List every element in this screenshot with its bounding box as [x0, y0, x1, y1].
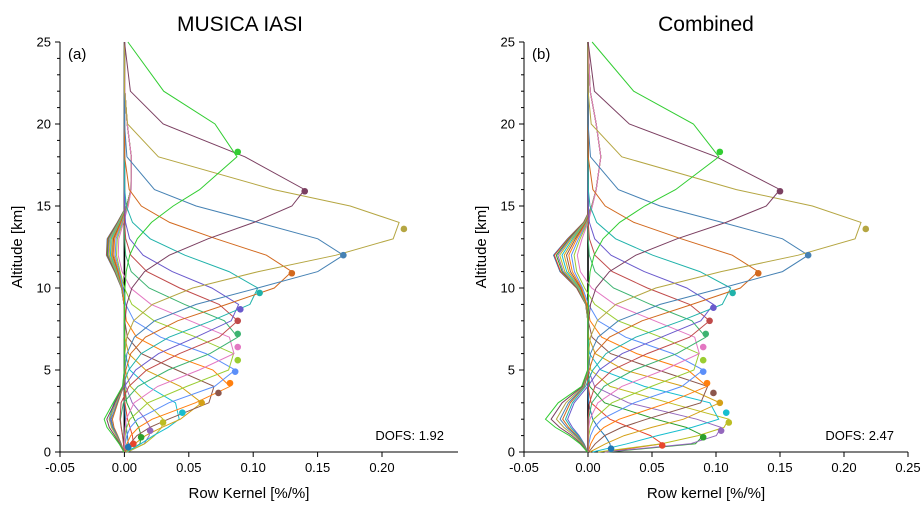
x-tick-label: 0.20	[369, 460, 394, 475]
x-tick-label: 0.00	[575, 460, 600, 475]
peak-marker	[234, 148, 242, 156]
kernel-line	[559, 42, 810, 453]
peak-marker	[607, 445, 615, 453]
peak-marker	[804, 251, 812, 259]
peak-marker	[710, 389, 717, 397]
kernel-line	[564, 42, 732, 453]
peak-marker	[717, 427, 725, 434]
kernel-line	[103, 41, 238, 453]
peak-marker	[226, 379, 234, 387]
panel-label: (b)	[532, 46, 550, 63]
x-tick-label: 0.25	[895, 460, 920, 475]
peak-marker	[256, 289, 263, 297]
x-axis-label: Row Kernel [%/%]	[189, 485, 310, 502]
kernel-line	[544, 41, 720, 453]
peak-marker	[237, 306, 244, 313]
peak-marker	[130, 440, 137, 448]
peak-marker	[716, 148, 724, 156]
kernel-line	[110, 42, 345, 453]
x-tick-label: 0.00	[112, 460, 137, 475]
kernel-line	[587, 42, 707, 452]
x-tick-label: 0.10	[703, 460, 728, 475]
peak-marker	[729, 289, 736, 297]
panel-musica-iasi: MUSICA IASI -0.05 0.00 0.05 0.10 0.15 0.20 0 5 1…	[9, 13, 458, 502]
peak-marker	[179, 409, 186, 416]
x-tick-label: 0.20	[831, 460, 856, 475]
kernel-line	[559, 41, 730, 453]
x-tick-label: -0.05	[509, 460, 539, 475]
y-tick-label: 10	[501, 281, 515, 296]
x-tick-label: 0.05	[176, 460, 201, 475]
x-tick-label: -0.05	[45, 460, 75, 475]
peak-marker	[146, 427, 154, 434]
kernel-line	[106, 41, 306, 453]
x-tick-label: 0.05	[639, 460, 664, 475]
peak-marker	[234, 317, 242, 325]
kernel-line	[111, 42, 293, 453]
peak-marker	[710, 304, 717, 311]
y-tick-label: 25	[37, 35, 51, 50]
y-tick-label: 15	[37, 199, 51, 214]
y-tick-label: 20	[37, 117, 51, 132]
peak-marker	[862, 225, 870, 233]
peak-marker	[159, 419, 167, 426]
peak-marker	[234, 330, 242, 338]
kernel-line	[576, 41, 700, 453]
x-tick-label: 0.10	[241, 460, 266, 475]
kernel-line	[570, 41, 705, 453]
peak-marker	[198, 399, 205, 407]
peak-marker	[703, 379, 711, 387]
kernel-line	[587, 42, 711, 452]
y-tick-label: 0	[44, 445, 51, 460]
peak-marker	[776, 187, 784, 195]
panel-label: (a)	[68, 46, 86, 63]
y-tick-label: 20	[501, 117, 515, 132]
x-axis-label: Row kernel [%/%]	[647, 485, 765, 502]
y-axis-label: Altitude [km]	[473, 206, 490, 289]
peak-marker	[706, 317, 713, 325]
y-tick-label: 10	[37, 281, 51, 296]
peak-marker	[699, 343, 707, 351]
y-tick-label: 5	[44, 363, 51, 378]
peak-marker	[716, 399, 724, 407]
y-tick-label: 15	[501, 199, 515, 214]
peak-marker	[301, 187, 309, 195]
y-tick-label: 25	[501, 35, 515, 50]
chart-title: MUSICA IASI	[177, 13, 303, 36]
kernel-line	[117, 41, 235, 453]
peak-marker	[340, 251, 347, 259]
peak-marker	[699, 356, 707, 364]
peak-marker	[699, 368, 707, 375]
y-tick-label: 0	[508, 445, 515, 460]
peak-marker	[722, 409, 730, 416]
peak-marker	[137, 433, 145, 441]
peak-marker	[231, 368, 239, 375]
peak-marker	[288, 269, 296, 277]
chart-title: Combined	[658, 13, 754, 36]
peak-marker	[234, 343, 242, 351]
kernel-line	[550, 41, 781, 453]
panel-combined: Combined -0.05 0.00 0.05 0.10 0.15 0.20 0.25 0 5…	[473, 13, 921, 502]
peak-marker	[400, 225, 408, 233]
dofs-annotation: DOFS: 2.47	[825, 428, 894, 443]
peak-marker	[702, 330, 710, 338]
peak-marker	[234, 356, 242, 364]
peak-marker	[658, 442, 666, 449]
x-tick-label: 0.15	[767, 460, 792, 475]
dofs-annotation: DOFS: 1.92	[375, 428, 444, 443]
kernel-line	[562, 42, 760, 453]
peak-marker	[725, 419, 733, 426]
peak-marker	[699, 433, 707, 441]
peak-marker	[754, 269, 762, 277]
x-tick-label: 0.15	[305, 460, 330, 475]
peak-marker	[215, 389, 222, 397]
y-axis-label: Altitude [km]	[9, 206, 26, 289]
kernel-line	[555, 41, 862, 453]
y-tick-label: 5	[508, 363, 515, 378]
peak-marker	[124, 443, 132, 451]
kernel-line	[108, 41, 400, 453]
